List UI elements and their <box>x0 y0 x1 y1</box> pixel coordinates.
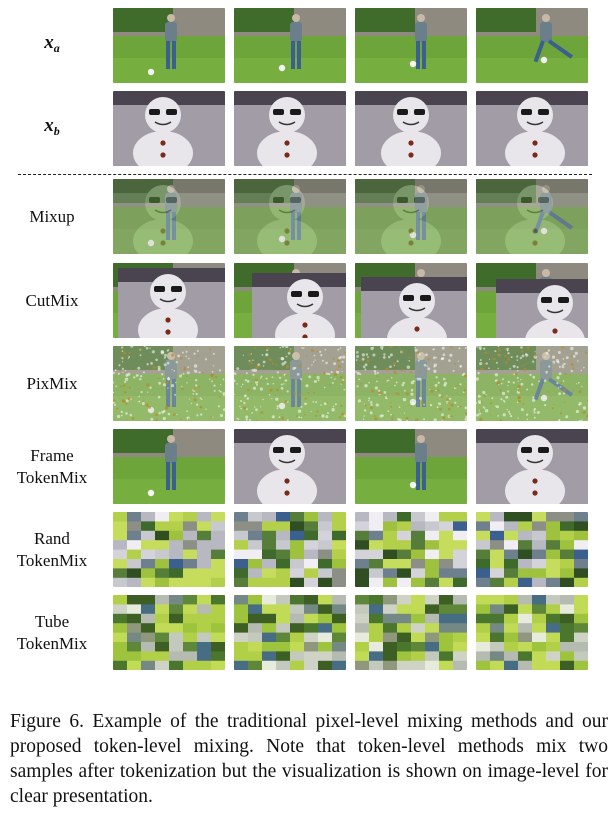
frame-xa-2 <box>234 8 346 83</box>
row-label-line: Tube <box>34 611 70 631</box>
frame-cutmix-1 <box>113 263 225 338</box>
row-label-subscript: a <box>53 41 60 55</box>
frame-frame-tokenmix-2 <box>234 429 346 504</box>
frame-xb-1 <box>113 91 225 166</box>
row-label-line: CutMix <box>25 290 79 310</box>
dashed-divider <box>18 174 592 175</box>
frame-tube-tokenmix-3 <box>355 595 467 670</box>
frame-rand-tokenmix-2 <box>234 512 346 587</box>
frame-xa-1 <box>113 8 225 83</box>
frame-pixmix-2 <box>234 346 346 421</box>
row-label-subscript: b <box>53 124 60 138</box>
frame-frame-tokenmix-4 <box>476 429 588 504</box>
frame-frame-tokenmix-1 <box>113 429 225 504</box>
row-label-rand-tokenmix: Rand TokenMix <box>0 512 104 587</box>
frame-xa-4 <box>476 8 588 83</box>
frame-cutmix-2 <box>234 263 346 338</box>
row-label-line: TokenMix <box>16 633 88 653</box>
frame-rand-tokenmix-4 <box>476 512 588 587</box>
frame-pixmix-3 <box>355 346 467 421</box>
row-label-line: TokenMix <box>16 467 88 487</box>
frame-xa-3 <box>355 8 467 83</box>
row-label-line: Mixup <box>29 206 75 226</box>
frame-xb-3 <box>355 91 467 166</box>
row-label-mixup: Mixup <box>0 179 104 254</box>
row-label-xa: xa <box>0 8 104 83</box>
frame-cutmix-4 <box>476 263 588 338</box>
frame-xb-2 <box>234 91 346 166</box>
row-label-line: PixMix <box>26 373 78 393</box>
frame-tube-tokenmix-4 <box>476 595 588 670</box>
row-label-line: TokenMix <box>16 550 88 570</box>
row-label-tube-tokenmix: Tube TokenMix <box>0 595 104 670</box>
frame-tube-tokenmix-1 <box>113 595 225 670</box>
frame-frame-tokenmix-3 <box>355 429 467 504</box>
row-label-pixmix: PixMix <box>0 346 104 421</box>
frame-rand-tokenmix-1 <box>113 512 225 587</box>
row-label-xb: xb <box>0 91 104 166</box>
figure-caption: Figure 6. Example of the traditional pix… <box>10 711 608 807</box>
row-label-line: Frame <box>30 445 74 465</box>
row-label-line: Rand <box>34 528 70 548</box>
row-label-cutmix: CutMix <box>0 263 104 338</box>
row-label-main: x <box>44 32 54 53</box>
frame-pixmix-1 <box>113 346 225 421</box>
frame-mixup-4 <box>476 179 588 254</box>
frame-mixup-2 <box>234 179 346 254</box>
frame-xb-4 <box>476 91 588 166</box>
frame-rand-tokenmix-3 <box>355 512 467 587</box>
frame-pixmix-4 <box>476 346 588 421</box>
frame-mixup-3 <box>355 179 467 254</box>
row-label-main: x <box>44 115 54 136</box>
frame-mixup-1 <box>113 179 225 254</box>
frame-cutmix-3 <box>355 263 467 338</box>
frame-tube-tokenmix-2 <box>234 595 346 670</box>
row-label-frame-tokenmix: Frame TokenMix <box>0 429 104 504</box>
